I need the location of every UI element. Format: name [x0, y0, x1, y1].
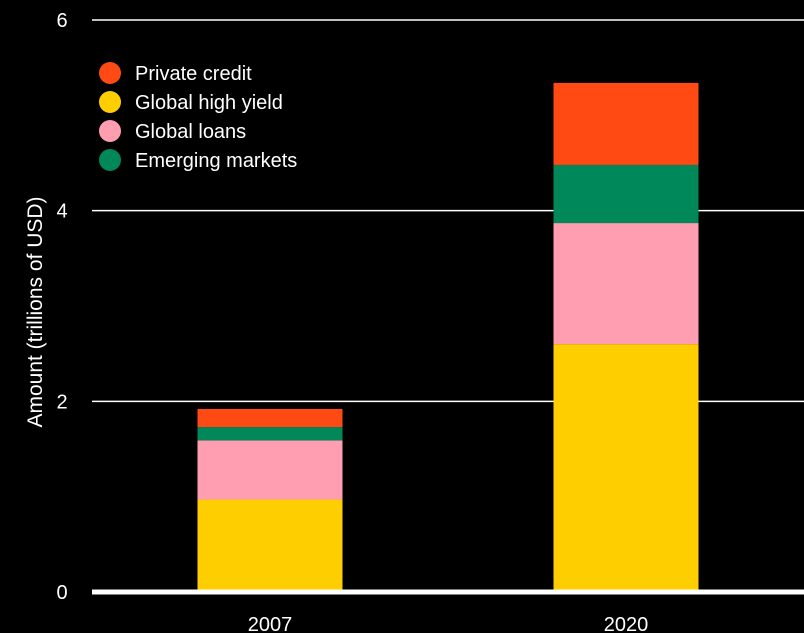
y-axis-label: Amount (trillions of USD)	[24, 196, 47, 427]
bar-segment-private-credit-2007	[197, 408, 343, 428]
legend: Private credit Global high yield Global lo…	[99, 62, 297, 172]
bars	[197, 82, 699, 592]
bar-segment-global-loans-2020	[553, 223, 699, 345]
bar-segment-global-high-yield-2020	[553, 344, 699, 592]
bar-segment-emerging-markets-2020	[553, 164, 699, 224]
bar-segment-global-loans-2007	[197, 440, 343, 500]
y-tick-label-0: 0	[56, 582, 67, 604]
bar-segment-global-high-yield-2007	[197, 499, 343, 592]
bar-segment-emerging-markets-2007	[197, 427, 343, 441]
y-tick-label-4: 4	[56, 201, 67, 223]
legend-swatch-private-credit	[99, 62, 121, 84]
legend-swatch-emerging-markets	[99, 149, 121, 171]
legend-swatch-global-loans	[99, 120, 121, 142]
legend-label-private-credit: Private credit	[135, 63, 252, 85]
legend-swatch-global-high-yield	[99, 91, 121, 113]
x-tick-label-2020: 2020	[604, 614, 649, 633]
axes: Amount (trillions of USD) 0 2 4 6 2007 2020	[24, 10, 804, 633]
x-tick-label-2007: 2007	[248, 614, 293, 633]
bar-segment-private-credit-2020	[553, 82, 699, 165]
legend-label-emerging-markets: Emerging markets	[135, 150, 297, 172]
legend-label-global-high-yield: Global high yield	[135, 92, 283, 114]
y-tick-label-6: 6	[56, 10, 67, 32]
legend-label-global-loans: Global loans	[135, 121, 246, 143]
y-tick-label-2: 2	[56, 391, 67, 413]
